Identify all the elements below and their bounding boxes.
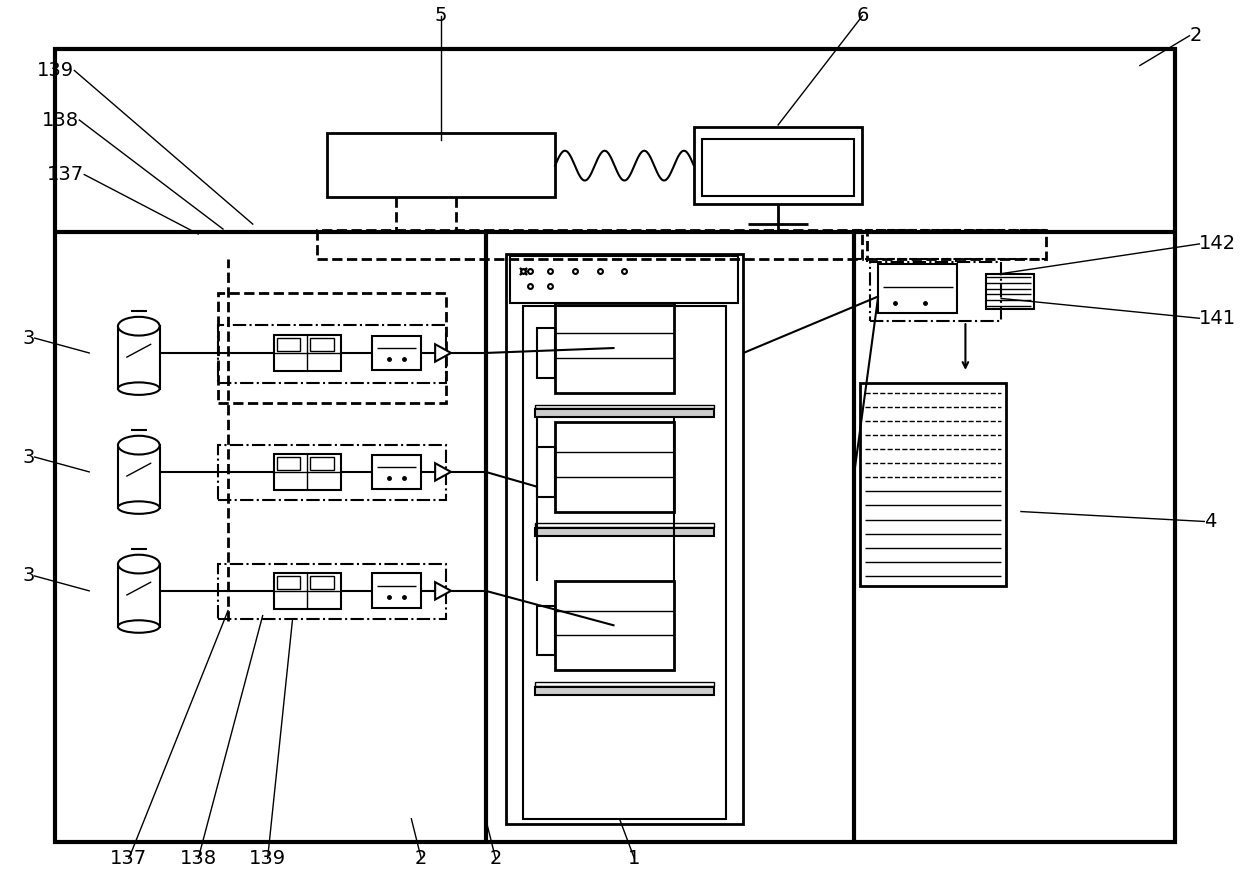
Text: 2: 2 [415,849,428,868]
Text: 137: 137 [110,849,148,868]
Text: 1: 1 [629,849,641,868]
Bar [536,528,714,536]
Text: 142: 142 [1199,235,1236,253]
Bar [537,328,556,377]
Bar [274,573,341,608]
Ellipse shape [118,317,160,335]
Bar [327,133,556,197]
Text: 3: 3 [22,328,35,348]
Bar [277,458,300,470]
Ellipse shape [118,620,160,632]
Bar [986,274,1034,310]
Bar [55,49,1174,842]
Ellipse shape [118,436,160,455]
Polygon shape [435,344,451,361]
Text: 2: 2 [490,849,502,868]
Bar [870,261,1001,321]
Bar [372,574,422,608]
Bar [118,326,160,389]
Bar [523,306,725,819]
Polygon shape [435,463,451,481]
Text: 2: 2 [1189,26,1202,45]
Bar [118,445,160,508]
Bar [537,447,556,497]
Bar [372,335,422,370]
Text: 3: 3 [22,566,35,585]
Bar [218,293,446,402]
Ellipse shape [118,555,160,574]
Bar [372,455,422,489]
Bar [536,524,714,527]
Bar [702,139,854,196]
Bar [277,338,300,351]
Bar [317,230,862,259]
Bar [536,687,714,695]
Bar [861,383,1006,586]
Bar [218,564,446,618]
Bar [537,606,556,656]
Bar [506,254,744,824]
Bar [556,422,675,511]
Bar [310,458,334,470]
Ellipse shape [118,501,160,514]
Bar [556,581,675,670]
Bar [277,576,300,589]
Bar [536,409,714,417]
Text: 139: 139 [37,61,74,80]
Text: 5: 5 [435,6,448,26]
Bar [536,682,714,686]
Text: 137: 137 [47,165,84,184]
Text: 141: 141 [1199,309,1236,327]
Bar [310,338,334,351]
Bar [274,335,341,371]
Polygon shape [435,582,451,599]
Text: 139: 139 [249,849,286,868]
Text: 138: 138 [42,111,79,129]
Bar [218,326,446,383]
Text: 138: 138 [180,849,217,868]
Bar [218,445,446,500]
Bar [118,564,160,626]
Bar [867,230,1045,259]
Bar [694,127,862,204]
Bar [536,404,714,409]
Text: 4: 4 [1204,512,1216,531]
Ellipse shape [118,383,160,395]
Text: 3: 3 [22,448,35,467]
Bar [274,454,341,490]
Bar [878,264,957,313]
Bar [556,303,675,392]
Text: 6: 6 [856,6,868,26]
Bar [310,576,334,589]
Bar [511,256,739,303]
